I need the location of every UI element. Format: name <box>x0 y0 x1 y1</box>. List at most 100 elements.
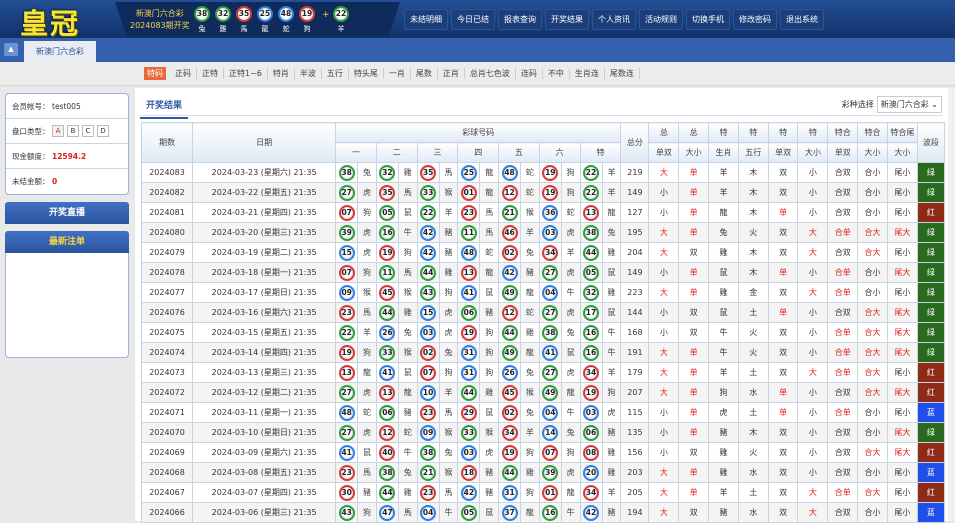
number-ball: 44 <box>460 384 477 401</box>
zodiac: 馬 <box>357 462 377 483</box>
date: 2024-03-07 (星期四) 21:35 <box>192 482 337 503</box>
subtab[interactable]: 总肖七色波 <box>465 68 516 79</box>
col-attr-bottom: 单双 <box>827 142 859 163</box>
issue: 2024083 <box>140 162 194 183</box>
zodiac: 豬 <box>438 222 459 243</box>
number-ball: 31 <box>501 484 518 501</box>
table-row: 2024074 2024-03-14 (星期四) 21:35 19 狗 33 猴 02 兔 31… <box>140 342 946 363</box>
attr: 单 <box>678 282 710 303</box>
tab-draw-results[interactable]: 开奖结果 <box>140 96 189 119</box>
lottery-dropdown[interactable]: 新澳门六合彩 ⌄ <box>876 96 942 113</box>
ball-cell: 17 <box>579 302 603 323</box>
wave-badge: 绿 <box>916 222 946 243</box>
header-ball-zodiac: 馬 <box>240 25 248 33</box>
zodiac: 馬 <box>397 262 418 283</box>
header-ball: 19 狗 <box>298 6 316 34</box>
ball-cell: 03 <box>538 222 562 243</box>
number-ball: 35 <box>236 6 252 22</box>
zodiac: 雞 <box>397 162 418 183</box>
total: 149 <box>620 262 650 283</box>
subtab[interactable]: 正肖 <box>438 68 465 79</box>
attr: 小 <box>797 202 829 223</box>
attr: 小 <box>648 202 680 223</box>
number-ball: 38 <box>194 6 210 22</box>
subtab[interactable]: 尾数 <box>411 68 438 79</box>
nav-button[interactable]: 报表查询 <box>498 9 542 30</box>
ball-cell: 25 <box>457 162 481 183</box>
subtab[interactable]: 生肖连 <box>570 68 605 79</box>
number-ball: 49 <box>501 344 518 361</box>
subtab[interactable]: 一肖 <box>384 68 411 79</box>
plate-option[interactable]: C <box>82 125 94 137</box>
attr: 合大 <box>857 442 888 463</box>
live-draw-button[interactable]: 开奖直播 <box>5 202 129 224</box>
number-ball: 04 <box>542 284 559 301</box>
ball-cell: 19 <box>375 242 399 263</box>
zodiac: 羊 <box>438 202 459 223</box>
zodiac: 馬 <box>438 402 459 423</box>
col-balls: 彩球号码 <box>335 122 622 143</box>
issue: 2024071 <box>140 402 194 423</box>
date: 2024-03-22 (星期五) 21:35 <box>192 182 337 203</box>
tab-game[interactable]: 新澳门六合彩 <box>24 41 96 62</box>
subtab[interactable]: 正特 <box>197 68 224 79</box>
triangle-up-icon[interactable]: ▲ <box>4 43 18 56</box>
zodiac: 兔 <box>520 362 540 383</box>
nav-button[interactable]: 开奖结果 <box>545 9 589 30</box>
attr: 木 <box>737 422 769 443</box>
nav-button[interactable]: 切换手机 <box>686 9 730 30</box>
account-info: 会员帐号： test005 盘口类型： A B C D 现金额度： 12594.2 未结金额… <box>5 93 129 195</box>
ball-cell: 21 <box>416 462 440 483</box>
subtab[interactable]: 正码 <box>170 68 197 79</box>
attr: 大 <box>648 482 680 503</box>
subtab[interactable]: 连码 <box>516 68 543 79</box>
number-ball: 41 <box>338 444 355 461</box>
nav-button[interactable]: 修改密码 <box>733 9 777 30</box>
plate-option[interactable]: D <box>97 125 109 137</box>
zodiac: 豬 <box>601 502 622 523</box>
attr: 尾小 <box>886 242 918 263</box>
table-row: 2024083 2024-03-23 (星期六) 21:35 38 兔 32 雞 35 馬 25… <box>140 162 946 183</box>
attr: 双 <box>678 442 710 463</box>
zodiac: 蛇 <box>520 182 540 203</box>
attr: 尾小 <box>886 402 918 423</box>
zodiac: 豬 <box>520 262 540 283</box>
ball-cell: 38 <box>416 442 440 463</box>
issue: 2024067 <box>140 482 194 503</box>
plate-option[interactable]: A <box>52 125 64 137</box>
nav-button[interactable]: 活动规则 <box>639 9 683 30</box>
attr: 合双 <box>827 302 859 323</box>
attr: 尾小 <box>886 162 918 183</box>
subtab[interactable]: 正特1~6 <box>224 68 268 79</box>
scrollbar[interactable] <box>948 88 955 521</box>
subtab[interactable]: 不中 <box>543 68 570 79</box>
subtab[interactable]: 五行 <box>322 68 349 79</box>
plate-option[interactable]: B <box>67 125 79 137</box>
zodiac: 虎 <box>560 302 581 323</box>
subtab[interactable]: 特头尾 <box>349 68 384 79</box>
nav-button[interactable]: 退出系统 <box>780 9 824 30</box>
date: 2024-03-12 (星期二) 21:35 <box>192 382 337 403</box>
zodiac: 鼠 <box>479 502 500 523</box>
nav-button[interactable]: 今日已结 <box>451 9 495 30</box>
number-ball: 44 <box>501 324 518 341</box>
attr: 单 <box>767 202 799 223</box>
number-ball: 40 <box>379 444 396 461</box>
nav-button[interactable]: 未结明细 <box>404 9 448 30</box>
zodiac: 羊 <box>601 482 622 503</box>
subtab[interactable]: 尾数连 <box>605 68 640 79</box>
subtab[interactable]: 特码 <box>144 67 166 80</box>
subtab[interactable]: 特肖 <box>268 68 295 79</box>
wave-badge: 红 <box>916 382 946 403</box>
attr: 大 <box>797 482 829 503</box>
attr: 水 <box>737 502 769 523</box>
attr: 双 <box>767 182 799 203</box>
number-ball: 07 <box>338 264 355 281</box>
zodiac: 雞 <box>601 462 622 483</box>
subtab[interactable]: 半波 <box>295 68 322 79</box>
nav-button[interactable]: 个人资讯 <box>592 9 636 30</box>
select-label: 彩种选择 <box>841 100 874 109</box>
attr: 尾大 <box>886 342 918 363</box>
ball-cell: 33 <box>375 342 399 363</box>
attr: 合单 <box>827 262 859 283</box>
